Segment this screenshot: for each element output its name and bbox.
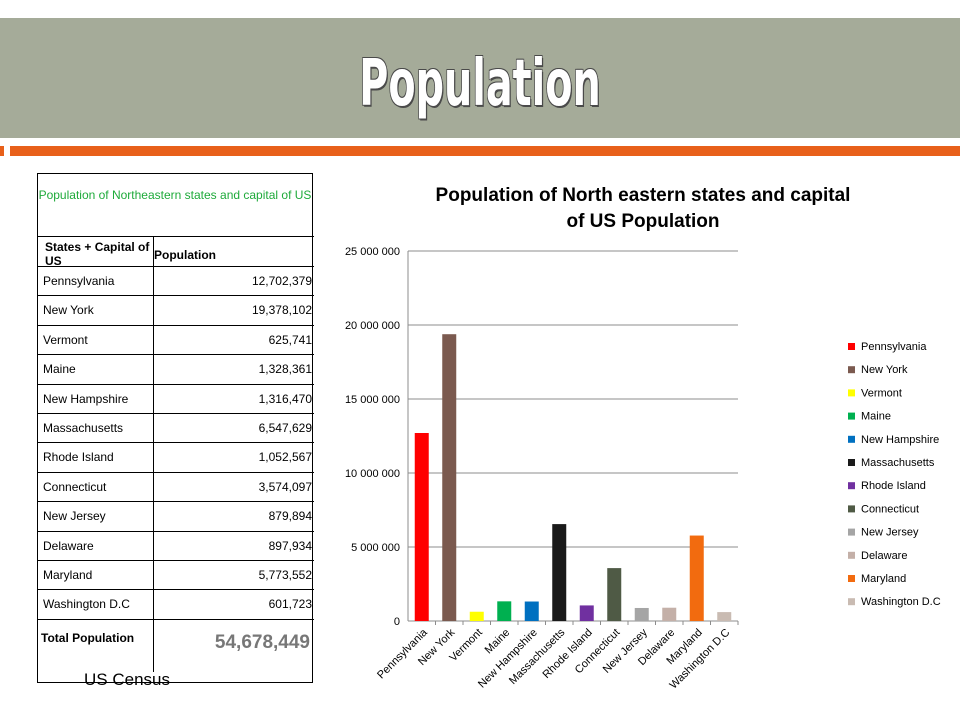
table-row-value: 12,702,379 — [251, 274, 312, 288]
legend-swatch — [848, 459, 855, 466]
legend-entry: Maine — [861, 411, 891, 423]
total-label: Total Population — [41, 631, 135, 645]
table-row-divider — [38, 501, 314, 503]
source-note: US Census — [84, 670, 170, 689]
table-row-name: Maine — [43, 362, 76, 377]
y-tick-label: 25 000 000 — [345, 246, 400, 258]
legend-swatch — [848, 551, 855, 559]
table-row-divider — [38, 295, 314, 297]
table-row-divider — [38, 471, 314, 473]
legend-swatch — [848, 412, 855, 420]
legend-entry: Connecticut — [861, 503, 919, 515]
bar-maryland — [689, 535, 704, 621]
legend-swatch — [848, 575, 855, 582]
bar-delaware — [662, 607, 677, 621]
table-row-name: New York — [43, 303, 94, 318]
legend-swatch — [848, 343, 855, 350]
table-row-name: Pennsylvania — [43, 274, 115, 288]
bar-maine — [497, 601, 512, 621]
title-bar: Population — [0, 18, 960, 138]
legend-swatch — [848, 598, 855, 606]
legend-swatch — [848, 505, 855, 513]
table-row-value: 6,547,629 — [258, 421, 312, 435]
table-row-divider — [38, 354, 314, 356]
table-header-states: States + Capital of US — [45, 240, 150, 268]
bar-connecticut — [607, 568, 622, 621]
bar-new-hampshire — [524, 601, 539, 621]
table-row-divider — [38, 589, 314, 591]
total-value: 54,678,449 — [214, 632, 310, 653]
legend-entry: Massachusetts — [861, 457, 935, 469]
table-row-divider — [38, 560, 314, 561]
table-row-value: 601,723 — [268, 597, 312, 612]
y-tick-label: 20 000 000 — [345, 320, 400, 332]
table-row-value: 879,894 — [268, 509, 312, 524]
table-row-value: 897,934 — [268, 538, 312, 553]
table-row-name: Connecticut — [43, 479, 107, 494]
table-row-value: 5,773,552 — [258, 568, 312, 582]
table-row-divider — [38, 266, 314, 267]
table-row-name: Washington D.C — [43, 597, 130, 612]
legend-entry: New Jersey — [861, 527, 919, 539]
bar-washington-d-c — [717, 612, 732, 621]
legend-swatch — [848, 528, 855, 536]
legend-entry: Maryland — [861, 573, 906, 585]
legend-swatch — [848, 366, 855, 374]
table-caption: Population of Northeastern states and ca… — [38, 188, 312, 202]
bar-new-york — [442, 334, 457, 621]
bar-vermont — [469, 611, 484, 621]
table-row-divider — [38, 442, 314, 444]
accent-stripe — [10, 146, 960, 156]
legend-entry: Vermont — [861, 387, 902, 399]
table-row-divider — [38, 618, 314, 620]
bar-rhode-island — [579, 605, 594, 621]
bar-new-jersey — [634, 607, 649, 621]
table-column-divider — [153, 236, 154, 672]
table-row-name: New Hampshire — [43, 391, 129, 406]
legend-swatch — [848, 435, 855, 443]
table-header-population: Population — [154, 248, 216, 262]
y-tick-label: 10 000 000 — [345, 468, 400, 480]
legend-entry: Pennsylvania — [861, 341, 927, 353]
table-row-name: Massachusetts — [43, 421, 124, 435]
table-row-name: Vermont — [43, 332, 88, 347]
chart-title-line-1: Population of North eastern states and c… — [436, 185, 851, 206]
table-row-divider — [38, 413, 314, 414]
legend-swatch — [848, 482, 855, 490]
table-row-value: 1,316,470 — [258, 391, 312, 406]
table-divider — [38, 236, 314, 237]
table-row-value: 3,574,097 — [258, 479, 312, 494]
table-row-name: New Jersey — [43, 509, 106, 524]
legend-entry: Washington D.C — [861, 596, 941, 608]
y-tick-label: 5 000 000 — [351, 542, 400, 554]
table-row-value: 625,741 — [268, 332, 312, 347]
slide-title: Population — [359, 47, 601, 121]
y-tick-label: 15 000 000 — [345, 394, 400, 406]
table-row-value: 19,378,102 — [251, 303, 312, 318]
legend-entry: New York — [861, 364, 908, 376]
legend-entry: New Hampshire — [861, 434, 939, 446]
accent-stripe-left — [0, 146, 4, 156]
bar-pennsylvania — [414, 433, 429, 621]
table-row-divider — [38, 530, 314, 532]
bar-massachusetts — [552, 524, 567, 621]
table-row-divider — [38, 324, 314, 326]
table-row-value: 1,328,361 — [258, 362, 312, 377]
population-table: Population of Northeastern states and ca… — [37, 173, 314, 683]
chart-title-line-2: of US Population — [566, 211, 719, 232]
population-bar-chart: Population of North eastern states and c… — [345, 185, 941, 691]
table-row-name: Rhode Island — [43, 450, 114, 465]
table-row-divider — [38, 383, 314, 385]
legend-swatch — [848, 389, 855, 397]
table-row-value: 1,052,567 — [258, 450, 312, 465]
y-tick-label: 0 — [394, 616, 400, 628]
table-row-name: Maryland — [43, 568, 93, 582]
legend-entry: Delaware — [861, 550, 907, 562]
legend-entry: Rhode Island — [861, 480, 926, 492]
table-row-name: Delaware — [43, 538, 94, 553]
